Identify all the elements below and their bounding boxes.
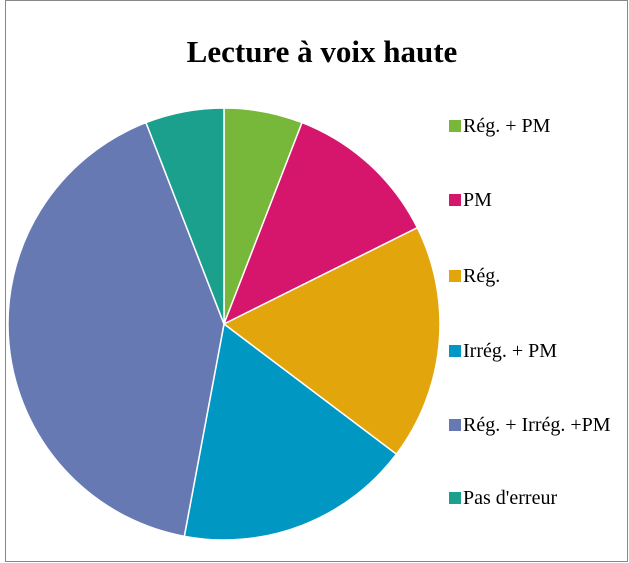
legend-swatch bbox=[449, 419, 461, 431]
legend-label: Rég. bbox=[463, 265, 501, 287]
legend-item: Rég. + PM bbox=[449, 113, 619, 139]
legend-item: Pas d'erreur bbox=[449, 485, 619, 511]
chart-border bbox=[5, 0, 628, 562]
legend-item: PM bbox=[449, 187, 619, 213]
legend-swatch bbox=[449, 194, 461, 206]
pie-slice bbox=[183, 322, 398, 541]
legend-label: Rég. + PM bbox=[463, 115, 551, 137]
legend-label: Irrég. + PM bbox=[463, 340, 558, 362]
legend-label: PM bbox=[463, 189, 492, 211]
legend-label: Pas d'erreur bbox=[463, 487, 558, 509]
pie-slice bbox=[222, 226, 441, 456]
pie-slice bbox=[222, 121, 419, 326]
pie-slice bbox=[145, 107, 225, 325]
legend-item: Rég. bbox=[449, 263, 619, 289]
legend-label: Rég. + Irrég. +PM bbox=[463, 414, 611, 436]
legend-swatch bbox=[449, 120, 461, 132]
legend-item: Irrég. + PM bbox=[449, 338, 619, 364]
legend-swatch bbox=[449, 270, 461, 282]
legend-swatch bbox=[449, 345, 461, 357]
legend-swatch bbox=[449, 492, 461, 504]
chart-title: Lecture à voix haute bbox=[187, 34, 458, 69]
pie-slice bbox=[7, 121, 225, 538]
legend-item: Rég. + Irrég. +PM bbox=[449, 412, 619, 438]
